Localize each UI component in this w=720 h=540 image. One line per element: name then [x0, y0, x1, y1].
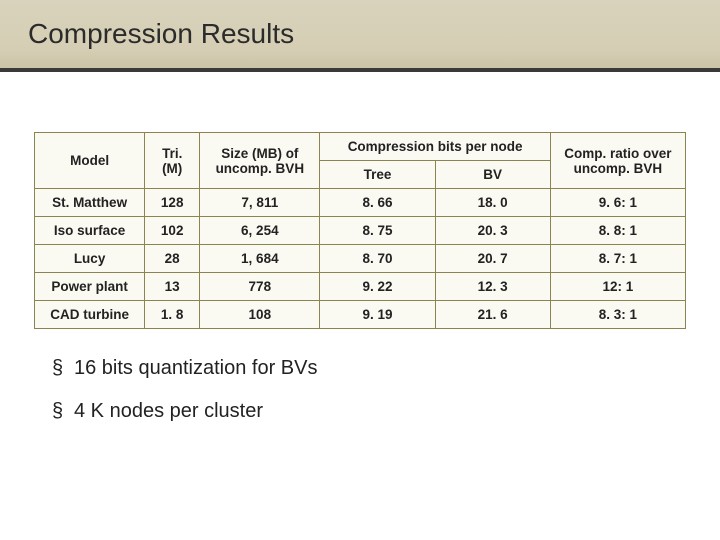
- cell-size: 778: [200, 273, 320, 301]
- cell-bv: 20. 7: [435, 245, 550, 273]
- cell-ratio: 9. 6: 1: [550, 189, 685, 217]
- cell-size: 7, 811: [200, 189, 320, 217]
- cell-size: 6, 254: [200, 217, 320, 245]
- cell-bv: 18. 0: [435, 189, 550, 217]
- table-row: Iso surface 102 6, 254 8. 75 20. 3 8. 8:…: [35, 217, 686, 245]
- cell-tree: 8. 75: [320, 217, 435, 245]
- th-comp-bits: Compression bits per node: [320, 133, 550, 161]
- cell-model: Power plant: [35, 273, 145, 301]
- cell-size: 108: [200, 301, 320, 329]
- cell-bv: 21. 6: [435, 301, 550, 329]
- cell-tree: 9. 19: [320, 301, 435, 329]
- title-band: Compression Results: [0, 0, 720, 72]
- content-area: Model Tri. (M) Size (MB) of uncomp. BVH …: [0, 72, 720, 423]
- cell-tri: 1. 8: [145, 301, 200, 329]
- th-size: Size (MB) of uncomp. BVH: [200, 133, 320, 189]
- cell-model: St. Matthew: [35, 189, 145, 217]
- cell-tree: 8. 70: [320, 245, 435, 273]
- bullet-item: 4 K nodes per cluster: [52, 400, 686, 423]
- cell-ratio: 8. 8: 1: [550, 217, 685, 245]
- table-row: CAD turbine 1. 8 108 9. 19 21. 6 8. 3: 1: [35, 301, 686, 329]
- cell-model: Iso surface: [35, 217, 145, 245]
- cell-tree: 8. 66: [320, 189, 435, 217]
- cell-model: CAD turbine: [35, 301, 145, 329]
- bullet-item: 16 bits quantization for BVs: [52, 357, 686, 380]
- cell-model: Lucy: [35, 245, 145, 273]
- table-row: St. Matthew 128 7, 811 8. 66 18. 0 9. 6:…: [35, 189, 686, 217]
- th-bv: BV: [435, 161, 550, 189]
- cell-tri: 28: [145, 245, 200, 273]
- cell-bv: 20. 3: [435, 217, 550, 245]
- cell-tri: 128: [145, 189, 200, 217]
- th-model: Model: [35, 133, 145, 189]
- cell-bv: 12. 3: [435, 273, 550, 301]
- cell-tri: 102: [145, 217, 200, 245]
- bullet-list: 16 bits quantization for BVs 4 K nodes p…: [34, 357, 686, 423]
- table-row: Power plant 13 778 9. 22 12. 3 12: 1: [35, 273, 686, 301]
- page-title: Compression Results: [28, 18, 720, 50]
- th-tri: Tri. (M): [145, 133, 200, 189]
- cell-tri: 13: [145, 273, 200, 301]
- cell-tree: 9. 22: [320, 273, 435, 301]
- results-table: Model Tri. (M) Size (MB) of uncomp. BVH …: [34, 132, 686, 329]
- th-ratio: Comp. ratio over uncomp. BVH: [550, 133, 685, 189]
- cell-ratio: 8. 7: 1: [550, 245, 685, 273]
- cell-size: 1, 684: [200, 245, 320, 273]
- table-row: Lucy 28 1, 684 8. 70 20. 7 8. 7: 1: [35, 245, 686, 273]
- th-tree: Tree: [320, 161, 435, 189]
- cell-ratio: 12: 1: [550, 273, 685, 301]
- cell-ratio: 8. 3: 1: [550, 301, 685, 329]
